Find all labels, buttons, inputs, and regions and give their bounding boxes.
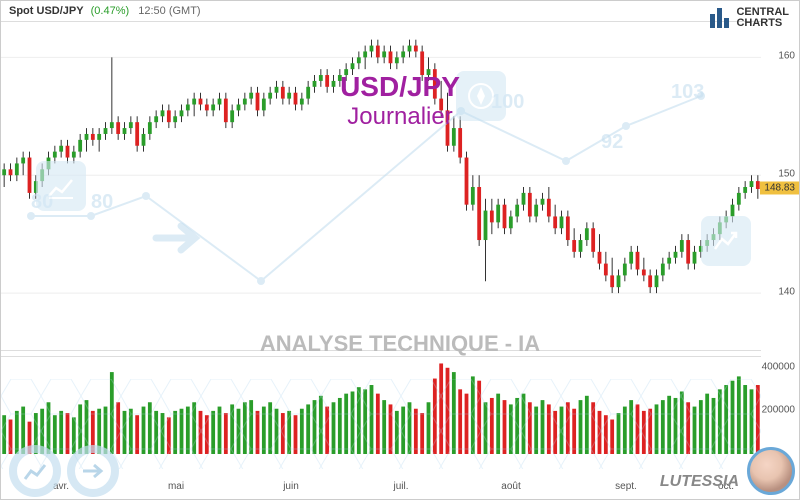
bg-hexagon-pattern — [1, 379, 761, 469]
logo: CENTRALCHARTS — [710, 7, 789, 29]
instrument-pair: Spot USD/JPY — [9, 5, 84, 17]
percent-change: (0.47%) — [91, 5, 130, 17]
watermark-tech: ANALYSE TECHNIQUE - IA — [260, 331, 540, 357]
watermark-title: USD/JPY — [340, 71, 460, 103]
watermark-subtitle: Journalier — [347, 103, 452, 131]
chart-container: Spot USD/JPY (0.47%) 12:50 (GMT) CENTRAL… — [0, 0, 800, 500]
header: Spot USD/JPY (0.47%) 12:50 (GMT) — [9, 5, 201, 17]
avatar-icon — [747, 447, 795, 495]
branding-text: LUTESSIA — [660, 473, 739, 491]
timestamp: 12:50 (GMT) — [138, 5, 200, 17]
logo-text: CENTRALCHARTS — [736, 7, 789, 29]
logo-icon — [710, 8, 730, 28]
current-price-tag: 148.83 — [760, 182, 799, 195]
